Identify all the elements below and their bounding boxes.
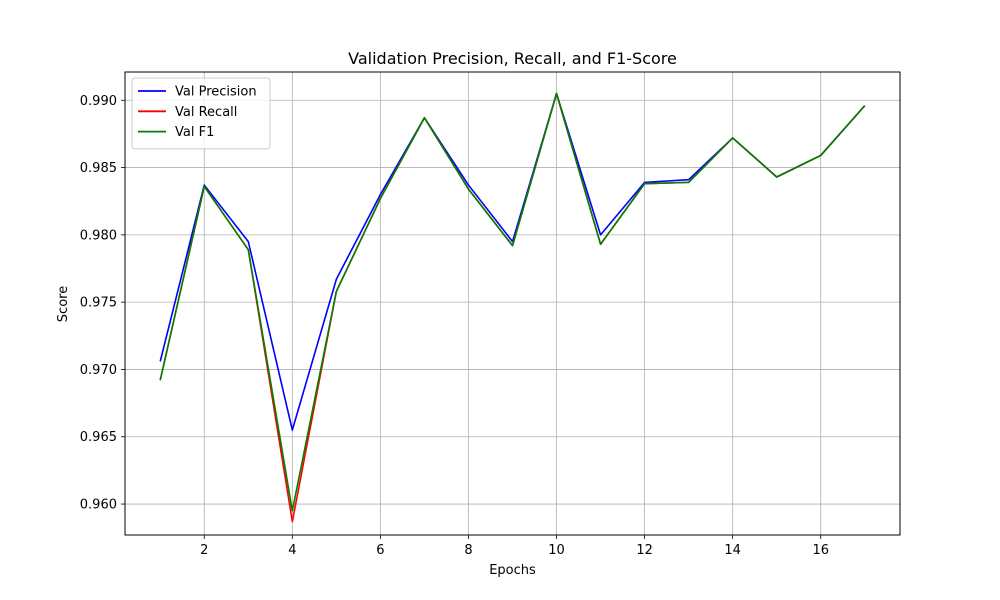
y-tick-label: 0.965 [80,430,117,445]
x-axis-label: Epochs [489,563,536,578]
x-tick-label: 12 [636,543,653,558]
x-tick-label: 16 [812,543,829,558]
y-axis-ticks: 0.960 0.965 0.970 0.975 0.980 0.985 0.990 [80,94,125,513]
grid [125,72,900,535]
x-tick-label: 6 [376,543,384,558]
y-tick-label: 0.980 [80,228,117,243]
x-tick-label: 4 [288,543,296,558]
x-axis-ticks: 2 4 6 8 10 12 14 16 [200,535,829,558]
x-tick-label: 10 [548,543,565,558]
y-tick-label: 0.975 [80,296,117,311]
x-tick-label: 14 [724,543,741,558]
legend-label-val-precision: Val Precision [175,85,257,100]
legend-label-val-f1: Val F1 [175,125,214,140]
series-line-val-f1 [159,92,866,512]
y-tick-label: 0.970 [80,363,117,378]
legend-label-val-recall: Val Recall [175,105,237,120]
x-tick-label: 8 [464,543,472,558]
chart-title: Validation Precision, Recall, and F1-Sco… [348,49,677,68]
y-tick-label: 0.960 [80,498,117,513]
y-tick-label: 0.985 [80,161,117,176]
series-lines [159,92,866,523]
x-tick-label: 2 [200,543,208,558]
legend-box [131,77,271,150]
legend: Val Precision Val Recall Val F1 [131,77,271,150]
y-tick-label: 0.990 [80,94,117,109]
y-axis-label: Score [56,286,71,322]
plot-area-frame [124,71,901,536]
